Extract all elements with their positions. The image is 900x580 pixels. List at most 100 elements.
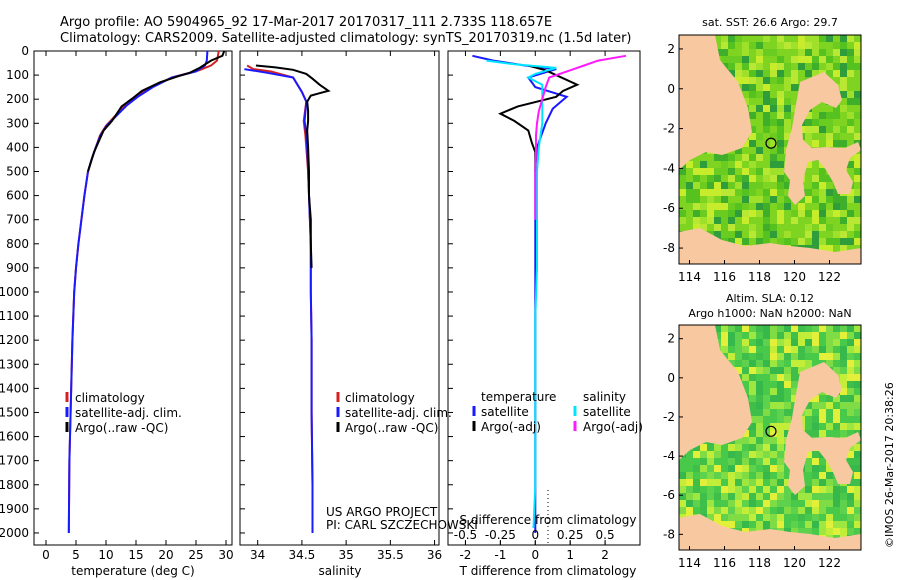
map-cell bbox=[833, 416, 840, 423]
map-cell bbox=[735, 367, 742, 374]
map-cell bbox=[770, 430, 777, 437]
map-cell bbox=[693, 500, 700, 507]
map-cell bbox=[819, 353, 826, 360]
map-cell bbox=[728, 196, 735, 203]
map-cell bbox=[707, 189, 714, 196]
map-cell bbox=[847, 49, 854, 56]
legend-label-satellite: satellite-adj. clim. bbox=[75, 406, 182, 420]
map-cell bbox=[854, 472, 861, 479]
difference-x-label-salinity: S difference from climatology bbox=[460, 513, 637, 527]
map-cell bbox=[812, 168, 819, 175]
map-cell bbox=[735, 346, 742, 353]
map-cell bbox=[777, 56, 784, 63]
map-cell bbox=[826, 196, 833, 203]
map-cell bbox=[721, 346, 728, 353]
map-cell bbox=[805, 402, 812, 409]
map-cell bbox=[798, 210, 805, 217]
legend-label-temperature-argo: Argo(-adj) bbox=[481, 420, 541, 434]
map-cell bbox=[714, 500, 721, 507]
map-cell bbox=[763, 105, 770, 112]
map-cell bbox=[791, 381, 798, 388]
map-cell bbox=[791, 224, 798, 231]
map-cell bbox=[833, 112, 840, 119]
map-cell bbox=[756, 91, 763, 98]
map-cell bbox=[770, 42, 777, 49]
map-cell bbox=[805, 423, 812, 430]
map-cell bbox=[749, 56, 756, 63]
map-cell bbox=[812, 56, 819, 63]
map-cell bbox=[735, 189, 742, 196]
map-cell bbox=[756, 451, 763, 458]
map-cell bbox=[728, 56, 735, 63]
map-cell bbox=[693, 189, 700, 196]
map-cell bbox=[805, 196, 812, 203]
map-cell bbox=[749, 402, 756, 409]
map-cell bbox=[735, 203, 742, 210]
map-y-tick-label: -8 bbox=[663, 241, 675, 255]
map-cell bbox=[763, 84, 770, 91]
map-cell bbox=[777, 479, 784, 486]
map-cell bbox=[854, 381, 861, 388]
map-x-tick-label: 122 bbox=[818, 270, 841, 284]
map-cell bbox=[756, 84, 763, 91]
map-cell bbox=[693, 458, 700, 465]
x-tick-label: -2 bbox=[459, 548, 471, 562]
map-cell bbox=[777, 140, 784, 147]
map-cell bbox=[721, 451, 728, 458]
map-cell bbox=[770, 346, 777, 353]
map-cell bbox=[784, 388, 791, 395]
map-cell bbox=[784, 500, 791, 507]
map-cell bbox=[756, 381, 763, 388]
map-cell bbox=[742, 189, 749, 196]
map-cell bbox=[693, 154, 700, 161]
map-cell bbox=[749, 84, 756, 91]
map-cell bbox=[784, 395, 791, 402]
map-cell bbox=[756, 105, 763, 112]
map-cell bbox=[854, 507, 861, 514]
map-cell bbox=[700, 203, 707, 210]
map-cell bbox=[749, 196, 756, 203]
map-cell bbox=[714, 35, 721, 42]
y-tick-label: 1800 bbox=[0, 478, 29, 492]
map-cell bbox=[742, 514, 749, 521]
map-cell bbox=[756, 42, 763, 49]
map-cell bbox=[798, 325, 805, 332]
map-cell bbox=[777, 395, 784, 402]
map-cell bbox=[840, 91, 847, 98]
map-cell bbox=[812, 409, 819, 416]
map-cell bbox=[728, 217, 735, 224]
map-cell bbox=[819, 133, 826, 140]
map-cell bbox=[784, 49, 791, 56]
map-cell bbox=[721, 339, 728, 346]
map-cell bbox=[784, 353, 791, 360]
map-cell bbox=[742, 360, 749, 367]
map-x-tick-label: 118 bbox=[748, 270, 771, 284]
map-cell bbox=[693, 507, 700, 514]
map-cell bbox=[742, 91, 749, 98]
map-cell bbox=[693, 168, 700, 175]
x-tick-label: 34 bbox=[250, 548, 265, 562]
sla-map-title-1: Altim. SLA: 0.12 bbox=[726, 292, 814, 305]
map-cell bbox=[679, 203, 686, 210]
map-cell bbox=[777, 182, 784, 189]
map-cell bbox=[826, 402, 833, 409]
map-cell bbox=[805, 238, 812, 245]
map-cell bbox=[847, 161, 854, 168]
map-cell bbox=[742, 42, 749, 49]
map-cell bbox=[847, 105, 854, 112]
map-cell bbox=[791, 500, 798, 507]
map-cell bbox=[840, 42, 847, 49]
map-cell bbox=[805, 70, 812, 77]
map-cell bbox=[854, 444, 861, 451]
map-cell bbox=[749, 493, 756, 500]
map-cell bbox=[833, 70, 840, 77]
map-cell bbox=[735, 472, 742, 479]
map-cell bbox=[756, 126, 763, 133]
map-cell bbox=[784, 63, 791, 70]
map-cell bbox=[833, 479, 840, 486]
map-cell bbox=[742, 210, 749, 217]
x-tick-label: 0 bbox=[42, 548, 50, 562]
map-cell bbox=[735, 339, 742, 346]
map-cell bbox=[679, 458, 686, 465]
map-cell bbox=[833, 217, 840, 224]
